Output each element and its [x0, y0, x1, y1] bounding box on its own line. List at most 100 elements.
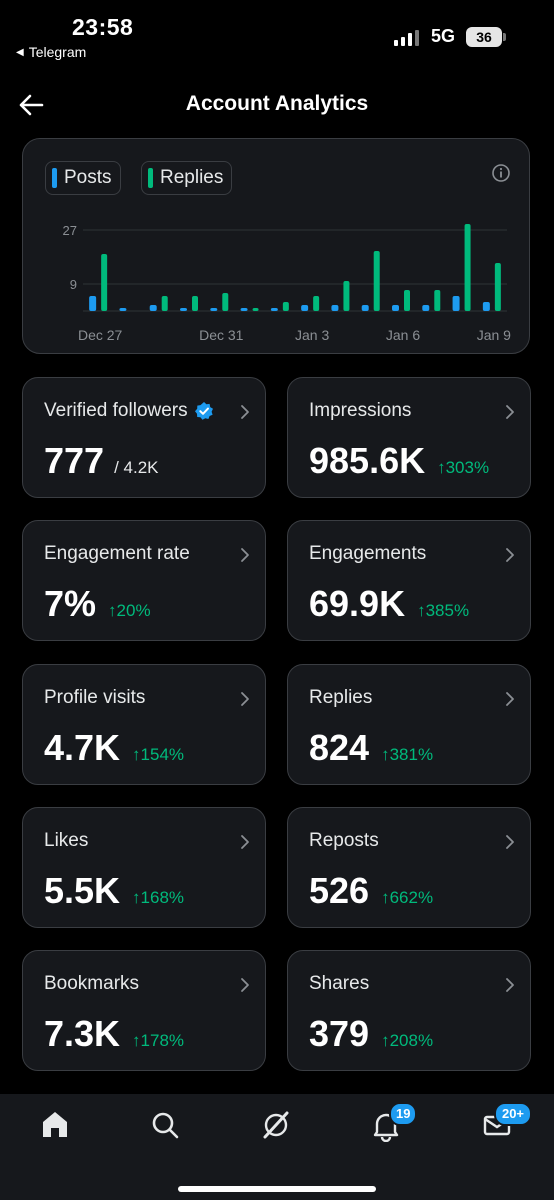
- stat-card-likes[interactable]: Likes 5.5K ↑168%: [22, 807, 266, 928]
- stat-label: Profile visits: [44, 687, 145, 709]
- stat-value: 824 ↑381%: [309, 727, 433, 769]
- bar-posts: [180, 308, 187, 311]
- bar-posts: [422, 305, 430, 311]
- network-type: 5G: [431, 26, 456, 46]
- chevron-right-icon: [241, 692, 249, 706]
- stat-value-text: 777: [44, 440, 105, 481]
- grok-icon[interactable]: [259, 1108, 293, 1142]
- stat-value: 5.5K ↑168%: [44, 870, 184, 912]
- messages-badge: 20+: [494, 1102, 532, 1126]
- stat-label-text: Likes: [44, 830, 89, 851]
- stat-label: Verified followers: [44, 400, 214, 422]
- stat-label: Reposts: [309, 830, 379, 852]
- stat-value-text: 379: [309, 1013, 370, 1054]
- bar-posts: [361, 305, 369, 311]
- legend-replies-label: Replies: [160, 167, 224, 188]
- posts-swatch: [52, 168, 57, 188]
- legend-replies[interactable]: Replies: [141, 161, 233, 195]
- stat-card-shares[interactable]: Shares 379 ↑208%: [287, 950, 531, 1071]
- stat-card-engagement-rate[interactable]: Engagement rate 7% ↑20%: [22, 520, 266, 641]
- stat-value: 526 ↑662%: [309, 870, 433, 912]
- chevron-right-icon: [506, 405, 514, 419]
- bar-posts: [89, 296, 97, 311]
- bar-replies: [192, 296, 198, 311]
- stat-label-text: Verified followers: [44, 400, 188, 421]
- bar-posts: [482, 302, 490, 311]
- bar-replies: [464, 224, 471, 311]
- stat-change-text: ↑178%: [132, 1031, 185, 1050]
- stat-label: Impressions: [309, 400, 411, 422]
- back-to-app-link[interactable]: ◀ Telegram: [16, 44, 86, 60]
- stat-label-text: Profile visits: [44, 687, 146, 708]
- home-icon[interactable]: [38, 1108, 72, 1142]
- bar-replies: [313, 296, 320, 311]
- stat-card-profile-visits[interactable]: Profile visits 4.7K ↑154%: [22, 664, 266, 785]
- stat-value: 379 ↑208%: [309, 1013, 433, 1055]
- stat-card-engagements[interactable]: Engagements 69.9K ↑385%: [287, 520, 531, 641]
- bar-replies: [101, 254, 108, 311]
- stat-label-text: Reposts: [309, 830, 379, 851]
- stat-label: Bookmarks: [44, 973, 139, 995]
- replies-swatch: [148, 168, 153, 188]
- info-icon[interactable]: [491, 163, 511, 183]
- bar-replies: [373, 251, 380, 311]
- chevron-right-icon: [241, 405, 249, 419]
- chevron-right-icon: [506, 835, 514, 849]
- stat-value-text: 7.3K: [44, 1013, 121, 1054]
- stat-card-verified-followers[interactable]: Verified followers 777 / 4.2K: [22, 377, 266, 498]
- stat-sub-text: / 4.2K: [114, 458, 159, 477]
- chevron-right-icon: [241, 978, 249, 992]
- x-tick-label: Dec 27: [78, 327, 123, 343]
- bar-posts: [149, 305, 157, 311]
- verified-badge-icon: [194, 402, 213, 420]
- bar-posts: [119, 308, 127, 311]
- stat-label-text: Replies: [309, 687, 373, 708]
- stat-value-text: 69.9K: [309, 583, 406, 624]
- bar-posts: [270, 308, 278, 311]
- stat-card-replies[interactable]: Replies 824 ↑381%: [287, 664, 531, 785]
- bottom-tab-bar: 19 20+: [0, 1094, 554, 1200]
- stat-label: Engagements: [309, 543, 426, 565]
- stat-value: 69.9K ↑385%: [309, 583, 469, 625]
- stat-label: Likes: [44, 830, 88, 852]
- stat-card-bookmarks[interactable]: Bookmarks 7.3K ↑178%: [22, 950, 266, 1071]
- bar-posts: [392, 305, 399, 311]
- stat-label-text: Impressions: [309, 400, 412, 421]
- legend-posts[interactable]: Posts: [45, 161, 121, 195]
- chevron-right-icon: [506, 692, 514, 706]
- stat-change-text: ↑20%: [108, 601, 151, 620]
- chevron-right-icon: [506, 548, 514, 562]
- stat-label-text: Bookmarks: [44, 973, 140, 994]
- bar-posts: [240, 308, 248, 311]
- search-icon[interactable]: [148, 1108, 182, 1142]
- stat-card-impressions[interactable]: Impressions 985.6K ↑303%: [287, 377, 531, 498]
- back-arrow-icon[interactable]: [16, 90, 46, 120]
- status-bar: 23:58 ◀ Telegram 5G 36: [0, 0, 554, 70]
- home-indicator: [178, 1186, 376, 1192]
- bar-posts: [452, 296, 460, 311]
- stat-change-text: ↑385%: [417, 601, 470, 620]
- x-tick-label: Jan 9: [477, 327, 511, 343]
- stat-value-text: 7%: [44, 583, 97, 624]
- stat-change-text: ↑381%: [381, 745, 434, 764]
- bar-replies: [494, 263, 501, 311]
- y-tick-label: 9: [70, 277, 77, 292]
- stat-label-text: Engagements: [309, 543, 427, 564]
- stat-value-text: 526: [309, 870, 370, 911]
- stat-value-text: 5.5K: [44, 870, 121, 911]
- stat-value-text: 985.6K: [309, 440, 426, 481]
- stat-label: Shares: [309, 973, 369, 995]
- stat-change-text: ↑168%: [132, 888, 185, 907]
- bar-replies: [434, 290, 441, 311]
- chevron-right-icon: [506, 978, 514, 992]
- stat-change-text: ↑208%: [381, 1031, 434, 1050]
- bar-posts: [210, 308, 218, 311]
- bar-replies: [404, 290, 410, 311]
- bar-posts: [331, 305, 339, 311]
- status-time: 23:58: [72, 14, 134, 40]
- stat-label: Engagement rate: [44, 543, 190, 565]
- notifications-badge: 19: [389, 1102, 418, 1126]
- stat-card-reposts[interactable]: Reposts 526 ↑662%: [287, 807, 531, 928]
- stat-value: 985.6K ↑303%: [309, 440, 489, 482]
- stat-value: 7.3K ↑178%: [44, 1013, 184, 1055]
